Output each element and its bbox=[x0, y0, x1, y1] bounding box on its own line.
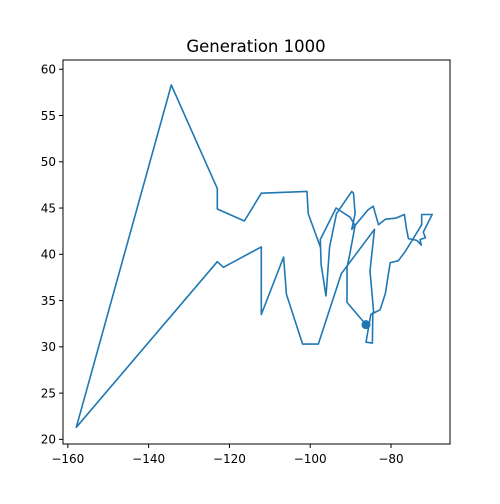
series-layer bbox=[75, 84, 434, 429]
y-tick-label: 30 bbox=[41, 340, 56, 354]
x-tick-label: −100 bbox=[294, 452, 327, 466]
y-tick-label: 35 bbox=[41, 294, 56, 308]
y-tick-label: 60 bbox=[41, 63, 56, 77]
chart-title: Generation 1000 bbox=[186, 37, 325, 56]
x-tick-label: −140 bbox=[132, 452, 165, 466]
y-tick-label: 40 bbox=[41, 248, 56, 262]
ticks-layer: −160 −140 −120 −100 −80 20 25 30 35 40 45 50 55 60 bbox=[41, 63, 404, 466]
y-tick-label: 50 bbox=[41, 155, 56, 169]
y-tick-label: 45 bbox=[41, 201, 56, 215]
x-tick-label: −160 bbox=[51, 452, 84, 466]
y-tick-label: 20 bbox=[41, 433, 56, 447]
route-line bbox=[75, 84, 434, 429]
x-tick-label: −80 bbox=[378, 452, 403, 466]
x-tick-label: −120 bbox=[213, 452, 246, 466]
y-tick-label: 55 bbox=[41, 109, 56, 123]
y-tick-label: 25 bbox=[41, 386, 56, 400]
start-point-marker bbox=[361, 320, 371, 330]
plot-frame bbox=[62, 59, 451, 445]
